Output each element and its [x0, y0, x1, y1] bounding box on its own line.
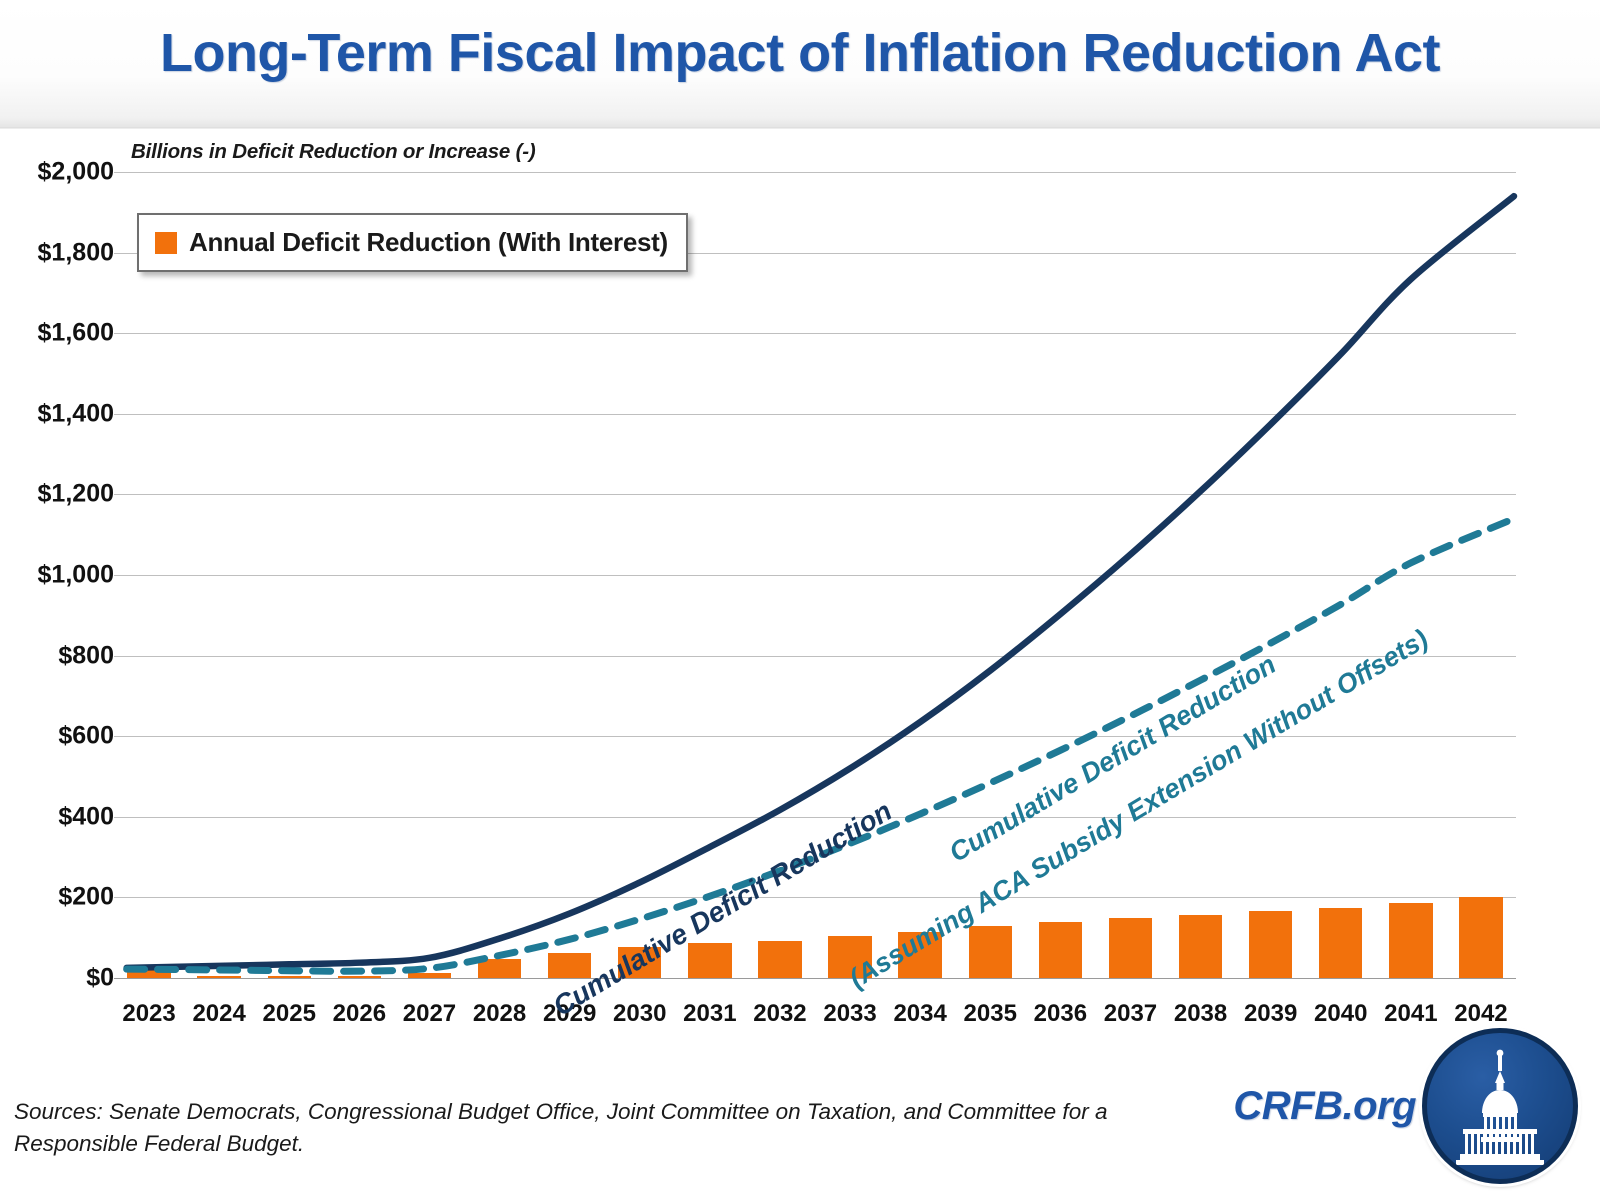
bar-2038 — [1178, 914, 1223, 978]
bar-2040 — [1319, 907, 1363, 978]
x-tick-label-2033: 2033 — [823, 1000, 877, 1027]
brand-block: CRFB.org — [1233, 1028, 1578, 1184]
y-tick-label: $2,000 — [37, 157, 114, 186]
x-tick-label-2032: 2032 — [753, 1000, 807, 1027]
x-tick-label-2040: 2040 — [1314, 1000, 1368, 1027]
y-tick-label: $400 — [58, 802, 114, 831]
x-tick-label-2041: 2041 — [1384, 1000, 1438, 1027]
y-tick-label: $1,000 — [37, 560, 114, 589]
gridline-600 — [114, 736, 1516, 738]
gridline-1600 — [114, 333, 1516, 335]
gridline-1800 — [114, 252, 1516, 254]
bar-2026 — [337, 976, 382, 978]
bar-2024 — [197, 975, 241, 978]
x-tick-label-2031: 2031 — [683, 1000, 737, 1027]
bar-2032 — [758, 940, 802, 978]
line-series-svg — [123, 192, 1518, 975]
y-tick-label: $200 — [58, 882, 114, 911]
x-tick-label-2034: 2034 — [893, 1000, 947, 1027]
annotation-cumulative-deficit-reduction: Cumulative Deficit Reduction — [547, 794, 898, 1022]
x-tick-label-2023: 2023 — [122, 1000, 176, 1027]
series-line-aca-extension — [123, 515, 1518, 975]
y-tick-label: $600 — [58, 721, 114, 750]
bar-2042 — [1459, 896, 1503, 978]
y-tick-label: $1,200 — [37, 479, 114, 508]
gridline-1400 — [114, 413, 1516, 415]
y-tick-label: $1,800 — [37, 238, 114, 267]
header-band — [0, 0, 1600, 128]
bar-2041 — [1389, 903, 1433, 978]
header-divider — [0, 127, 1600, 129]
gridline-2000 — [114, 172, 1516, 173]
gridline-400 — [114, 816, 1516, 818]
chart-plot-area: Billions in Deficit Reduction or Increas… — [0, 128, 1600, 1048]
bar-2035 — [968, 926, 1012, 978]
x-tick-label-2029: 2029 — [542, 1000, 597, 1027]
bar-2039 — [1248, 911, 1293, 978]
legend-swatch-annual-deficit-reduction — [155, 231, 177, 254]
x-tick-label-2025: 2025 — [262, 1000, 316, 1027]
bar-2033 — [828, 936, 872, 978]
gridline-200 — [114, 897, 1516, 899]
crfb-capitol-logo-icon — [1422, 1028, 1578, 1184]
x-tick-label-2026: 2026 — [332, 1000, 387, 1027]
series-annotation-layer: Cumulative Deficit Reduction Cumulative … — [0, 128, 1600, 1048]
legend-label-annual-deficit-reduction: Annual Deficit Reduction (With Interest) — [189, 227, 668, 257]
bar-2029 — [547, 953, 592, 978]
bar-2025 — [267, 976, 311, 978]
bar-2037 — [1108, 918, 1153, 978]
gridline-1000 — [114, 575, 1516, 576]
y-tick-label: $0 — [86, 963, 114, 992]
x-tick-label-2035: 2035 — [963, 1000, 1017, 1027]
chart-legend: Annual Deficit Reduction (With Interest) — [137, 213, 688, 272]
line-series-layer — [0, 128, 1600, 1048]
x-tick-label-2024: 2024 — [192, 1000, 246, 1027]
x-tick-label-2027: 2027 — [402, 1000, 457, 1027]
bar-2036 — [1038, 921, 1083, 978]
x-tick-label-2039: 2039 — [1243, 1000, 1298, 1027]
gridline-1200 — [114, 494, 1516, 496]
sources-note: Sources: Senate Democrats, Congressional… — [14, 1099, 1108, 1156]
gridline-800 — [114, 655, 1516, 657]
bar-2028 — [477, 958, 522, 978]
bar-2030 — [618, 946, 662, 978]
x-tick-label-2036: 2036 — [1033, 1000, 1088, 1027]
y-tick-label: $1,400 — [37, 399, 114, 428]
bar-series-layer — [0, 128, 1600, 1048]
y-axis-unit-note: Billions in Deficit Reduction or Increas… — [131, 140, 536, 163]
x-tick-label-2042: 2042 — [1454, 1000, 1508, 1027]
bar-2023 — [127, 967, 171, 978]
page-title: Long-Term Fiscal Impact of Inflation Red… — [159, 23, 1441, 83]
y-tick-label: $1,600 — [37, 318, 114, 347]
y-tick-label: $800 — [58, 641, 114, 670]
annotation-aca-cumulative-line2: (Assuming ACA Subsidy Extension Without … — [844, 623, 1434, 994]
brand-url-text: CRFB.org — [1233, 1083, 1416, 1128]
series-line-cumulative — [123, 192, 1518, 972]
x-tick-label-2030: 2030 — [613, 1000, 667, 1027]
x-tick-label-2038: 2038 — [1173, 1000, 1228, 1027]
bar-2031 — [688, 942, 732, 978]
bar-2027 — [407, 973, 452, 978]
bar-2034 — [898, 931, 942, 978]
gridline-0 — [114, 978, 1516, 979]
x-tick-label-2028: 2028 — [472, 1000, 527, 1027]
x-tick-label-2037: 2037 — [1103, 1000, 1158, 1027]
